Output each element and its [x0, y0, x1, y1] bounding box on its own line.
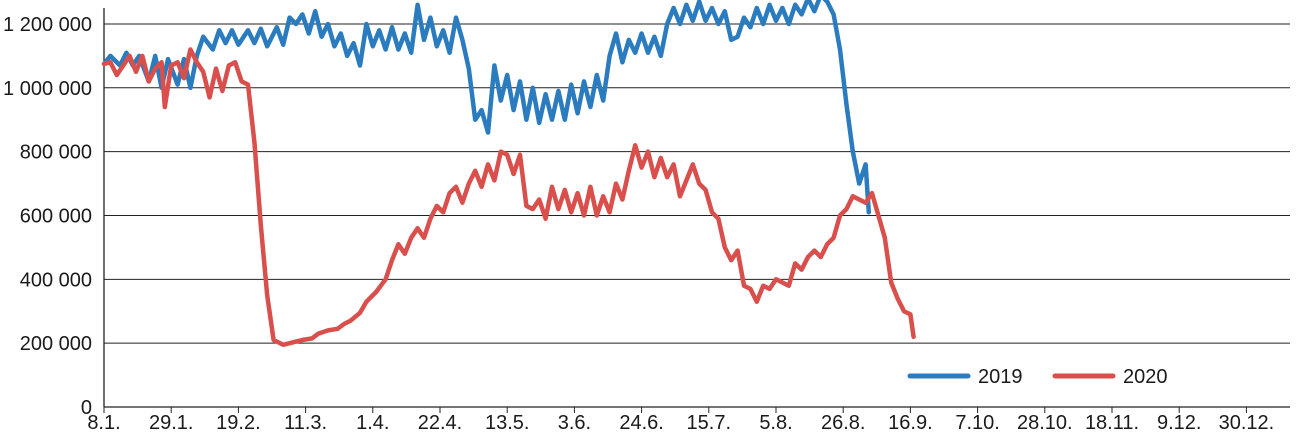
- x-axis: [103, 8, 1290, 413]
- x-tick-label: 13.5.: [485, 412, 529, 434]
- x-tick-label: 9.12.: [1157, 412, 1201, 434]
- gridlines: [104, 23, 1290, 344]
- series-line-2019: [101, 0, 872, 215]
- x-tick-label: 26.8.: [821, 412, 865, 434]
- x-tick-label: 8.1.: [87, 412, 120, 434]
- y-axis-tick-labels: 0 200 000 400 000 600 000 800 000 1 000 000 1 …: [3, 14, 92, 419]
- series-lines: [101, 0, 916, 348]
- legend-label-2019: 2019: [978, 366, 1023, 388]
- x-tick-label: 24.6.: [619, 412, 663, 434]
- y-tick-label: 1 200 000: [3, 14, 92, 36]
- y-tick-label: 0: [81, 397, 92, 419]
- x-tick-label: 15.7.: [687, 412, 731, 434]
- x-tick-label: 30.12.: [1219, 412, 1275, 434]
- x-tick-label: 28.10.: [1017, 412, 1073, 434]
- x-tick-label: 1.4.: [356, 412, 389, 434]
- y-tick-label: 800 000: [20, 142, 92, 164]
- legend: 2019 2020: [907, 366, 1168, 388]
- x-tick-label: 3.6.: [558, 412, 591, 434]
- x-axis-tick-labels: 8.1. 29.1. 19.2. 11.3. 1.4. 22.4. 13.5. 3.6. 24.…: [87, 412, 1274, 434]
- legend-label-2020: 2020: [1123, 366, 1168, 388]
- x-tick-label: 5.8.: [759, 412, 792, 434]
- series-line-2020: [101, 47, 916, 348]
- y-tick-label: 600 000: [20, 205, 92, 227]
- y-tick-label: 200 000: [20, 333, 92, 355]
- x-tick-label: 22.4.: [418, 412, 462, 434]
- x-tick-label: 16.9.: [888, 412, 932, 434]
- x-tick-label: 18.11.: [1085, 412, 1139, 434]
- x-tick-label: 29.1.: [149, 412, 193, 434]
- x-tick-label: 11.3.: [284, 412, 327, 434]
- x-tick-label: 7.10.: [955, 412, 999, 434]
- y-tick-label: 400 000: [20, 269, 92, 291]
- x-tick-label: 19.2.: [216, 412, 260, 434]
- y-tick-label: 1 000 000: [3, 78, 92, 100]
